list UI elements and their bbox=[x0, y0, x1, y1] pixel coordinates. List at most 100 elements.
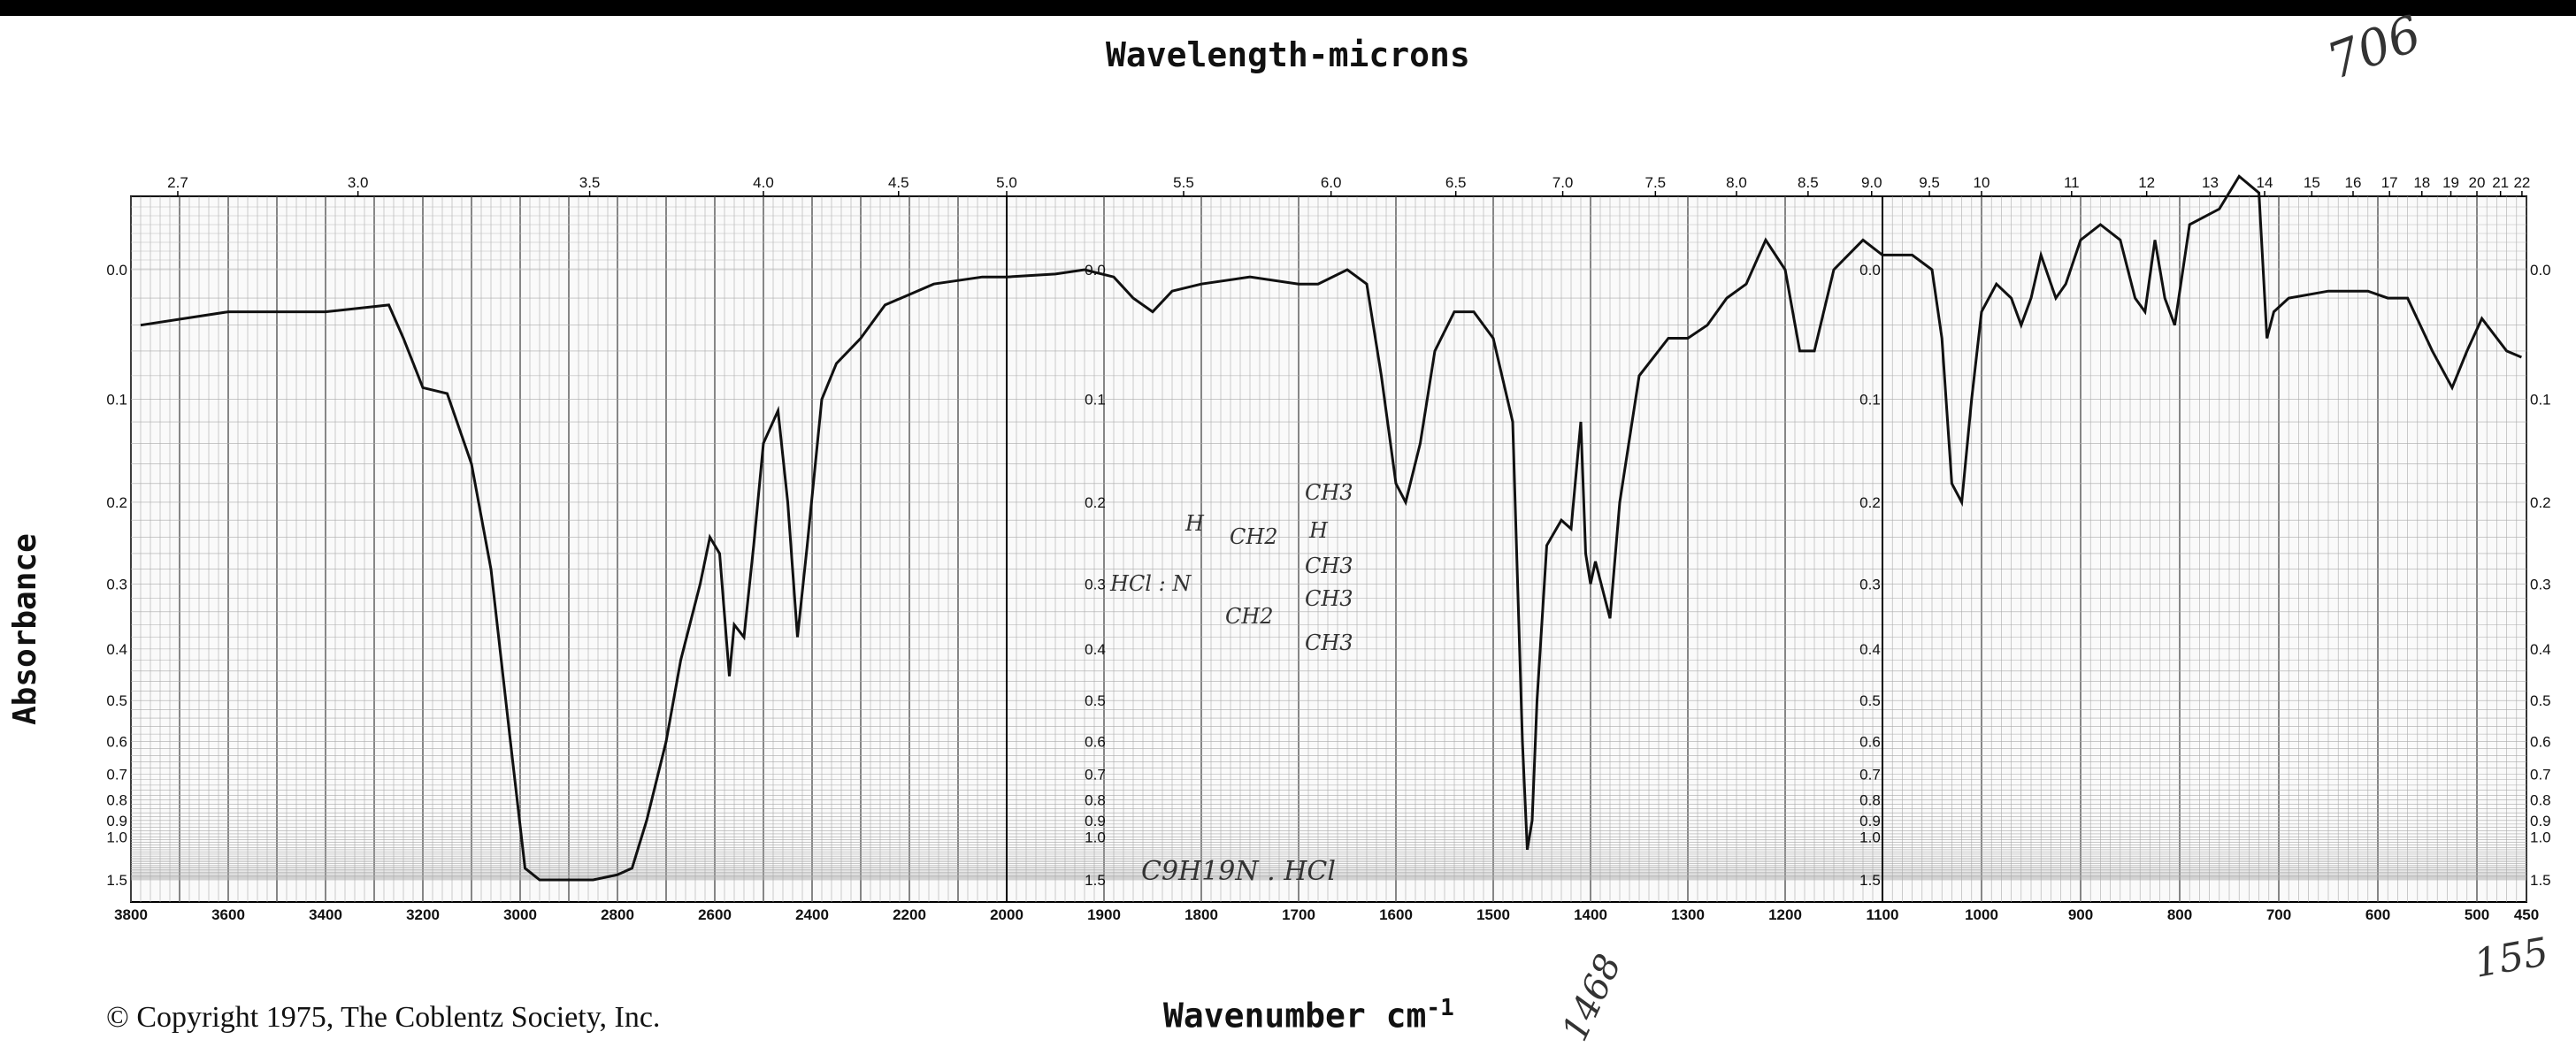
wavelength-tick-label: 2.7 bbox=[167, 174, 188, 191]
wavelength-tick-label: 17 bbox=[2381, 174, 2398, 191]
absorbance-tick-label: 0.5 bbox=[2530, 692, 2551, 709]
wavenumber-tick-label: 1000 bbox=[1965, 906, 1998, 923]
wavenumber-tick-label: 1700 bbox=[1282, 906, 1315, 923]
wavenumber-tick-label: 2400 bbox=[795, 906, 829, 923]
wavelength-tick-label: 20 bbox=[2469, 174, 2486, 191]
x-axis-title-exponent: -1 bbox=[1426, 995, 1454, 1021]
absorbance-tick-label: 0.1 bbox=[1859, 392, 1881, 409]
wavenumber-tick-label: 1300 bbox=[1671, 906, 1705, 923]
absorbance-tick-label: 0.4 bbox=[1085, 641, 1106, 658]
wavenumber-tick-label: 3800 bbox=[114, 906, 148, 923]
chart-ticks: 3800 3600 3400 3200 3000 2800 2600 2400 2200 2000… bbox=[106, 174, 2550, 923]
absorbance-tick-label: 0.7 bbox=[1085, 766, 1106, 783]
absorbance-tick-label: 0.7 bbox=[106, 766, 127, 783]
absorbance-tick-label: 1.0 bbox=[1859, 829, 1881, 845]
absorbance-tick-label: 1.0 bbox=[106, 829, 127, 845]
absorbance-tick-label: 0.1 bbox=[2530, 392, 2551, 409]
x-axis-title-text: Wavenumber cm bbox=[1163, 996, 1427, 1036]
wavelength-tick-label: 10 bbox=[1974, 174, 1990, 191]
wavelength-tick-label: 13 bbox=[2202, 174, 2219, 191]
absorbance-tick-label: 0.4 bbox=[2530, 641, 2551, 658]
chart-grid bbox=[130, 196, 2527, 902]
structure-label: HCl : N bbox=[1109, 571, 1192, 596]
absorbance-tick-label: 0.6 bbox=[1859, 734, 1881, 751]
absorbance-tick-label: 0.8 bbox=[2530, 792, 2551, 809]
wavelength-tick-label: 4.5 bbox=[888, 174, 909, 191]
wavelength-tick-label: 7.0 bbox=[1552, 174, 1574, 191]
wavelength-tick-label: 6.0 bbox=[1321, 174, 1342, 191]
wavelength-tick-label: 8.0 bbox=[1726, 174, 1747, 191]
absorbance-tick-label: 0.0 bbox=[106, 262, 127, 279]
wavenumber-tick-label: 1400 bbox=[1574, 906, 1607, 923]
wavelength-tick-label: 9.0 bbox=[1861, 174, 1882, 191]
wavenumber-tick-label: 450 bbox=[2514, 906, 2539, 923]
wavenumber-tick-label: 1800 bbox=[1184, 906, 1218, 923]
wavenumber-tick-label: 3400 bbox=[309, 906, 342, 923]
absorbance-tick-label: 0.3 bbox=[1859, 576, 1881, 592]
wavelength-tick-label: 8.5 bbox=[1798, 174, 1819, 191]
wavenumber-tick-label: 2600 bbox=[698, 906, 732, 923]
absorbance-tick-label: 0.8 bbox=[1085, 792, 1106, 809]
absorbance-tick-label: 0.4 bbox=[106, 641, 127, 658]
wavelength-tick-label: 3.5 bbox=[579, 174, 601, 191]
wavelength-tick-label: 16 bbox=[2345, 174, 2362, 191]
absorbance-tick-label: 0.3 bbox=[1085, 576, 1106, 592]
x-axis-title: Wavenumber cm-1 bbox=[1163, 995, 1454, 1036]
wavelength-tick-label: 22 bbox=[2513, 174, 2530, 191]
wavenumber-tick-label: 1200 bbox=[1768, 906, 1802, 923]
absorbance-tick-label: 0.2 bbox=[106, 494, 127, 511]
wavelength-tick-label: 7.5 bbox=[1645, 174, 1667, 191]
absorbance-tick-label: 0.5 bbox=[106, 692, 127, 709]
wavenumber-tick-label: 2800 bbox=[601, 906, 634, 923]
spectrum-line bbox=[140, 174, 2522, 882]
copyright-notice: © Copyright 1975, The Coblentz Society, … bbox=[106, 1001, 661, 1034]
structure-label: H bbox=[1308, 518, 1329, 543]
absorbance-tick-label: 1.5 bbox=[1085, 872, 1106, 889]
wavenumber-tick-label: 500 bbox=[2465, 906, 2489, 923]
structure-label: CH3 bbox=[1305, 554, 1353, 578]
wavelength-tick-label: 18 bbox=[2413, 174, 2430, 191]
wavelength-tick-label: 21 bbox=[2492, 174, 2509, 191]
wavenumber-tick-label: 3600 bbox=[211, 906, 245, 923]
absorbance-tick-label: 0.6 bbox=[106, 734, 127, 751]
absorbance-tick-label: 0.9 bbox=[1085, 813, 1106, 829]
absorbance-tick-label: 0.3 bbox=[106, 576, 127, 592]
absorbance-tick-label: 0.1 bbox=[106, 392, 127, 409]
wavelength-tick-label: 5.0 bbox=[996, 174, 1017, 191]
absorbance-tick-label: 0.9 bbox=[2530, 813, 2551, 829]
margin-note-top: 706 bbox=[2320, 5, 2429, 92]
wavelength-tick-label: 5.5 bbox=[1173, 174, 1194, 191]
margin-note-bottom: 155 bbox=[2471, 929, 2552, 987]
margin-note-1468: 1468 bbox=[1554, 949, 1629, 1047]
structure-label: CH3 bbox=[1305, 480, 1353, 505]
absorbance-tick-label: 0.4 bbox=[1859, 641, 1881, 658]
wavelength-tick-label: 4.0 bbox=[753, 174, 774, 191]
absorbance-tick-label: 1.5 bbox=[106, 872, 127, 889]
structure-label: CH3 bbox=[1305, 630, 1353, 655]
absorbance-tick-label: 0.6 bbox=[1085, 734, 1106, 751]
wavelength-tick-label: 6.5 bbox=[1445, 174, 1467, 191]
absorbance-tick-label: 0.9 bbox=[106, 813, 127, 829]
wavelength-tick-label: 11 bbox=[2064, 174, 2080, 191]
wavelength-tick-label: 15 bbox=[2304, 174, 2320, 191]
wavelength-axis-title: Wavelength-microns bbox=[1106, 35, 1470, 74]
wavenumber-tick-label: 2200 bbox=[893, 906, 926, 923]
wavenumber-tick-label: 1100 bbox=[1867, 906, 1899, 923]
wavenumber-tick-label: 600 bbox=[2365, 906, 2390, 923]
top-border-bar bbox=[0, 0, 2576, 16]
wavenumber-tick-label: 3200 bbox=[406, 906, 440, 923]
wavelength-tick-label: 14 bbox=[2257, 174, 2273, 191]
absorbance-tick-label: 0.1 bbox=[1085, 392, 1106, 409]
wavenumber-tick-label: 3000 bbox=[503, 906, 537, 923]
absorbance-tick-label: 0.5 bbox=[1085, 692, 1106, 709]
structure-label: CH2 bbox=[1230, 524, 1278, 549]
absorbance-tick-label: 1.5 bbox=[2530, 872, 2551, 889]
wavenumber-tick-label: 1500 bbox=[1476, 906, 1510, 923]
absorbance-tick-label: 0.8 bbox=[1859, 792, 1881, 809]
wavelength-tick-label: 19 bbox=[2442, 174, 2459, 191]
absorbance-tick-label: 0.2 bbox=[1085, 494, 1106, 511]
structure-label: H bbox=[1184, 511, 1205, 536]
wavelength-tick-label: 3.0 bbox=[348, 174, 369, 191]
absorbance-tick-label: 1.5 bbox=[1859, 872, 1881, 889]
